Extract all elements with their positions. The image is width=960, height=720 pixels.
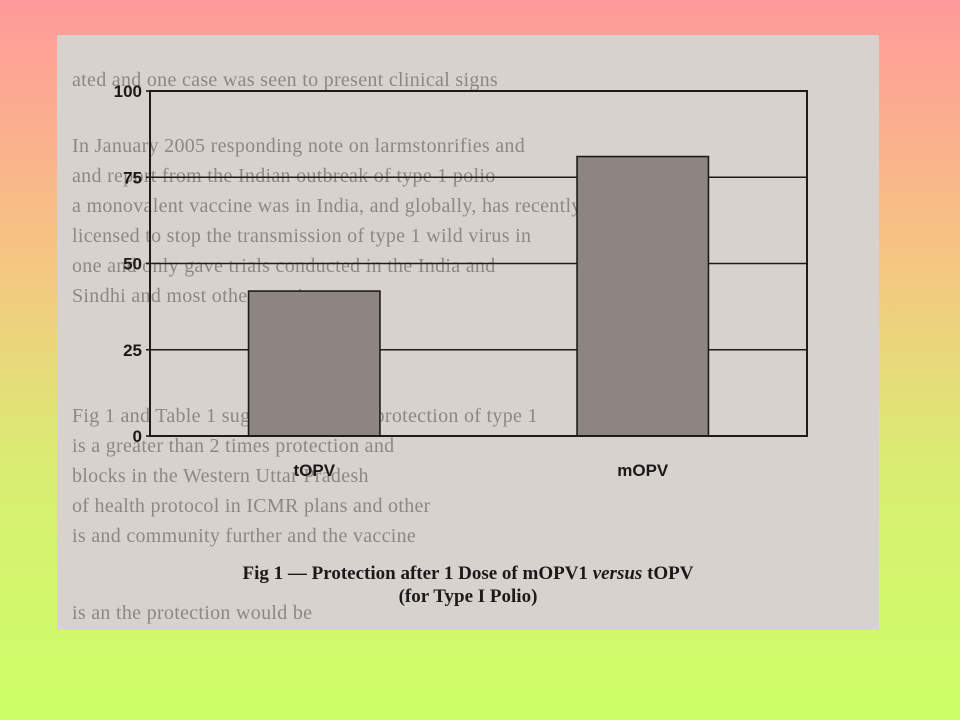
scanned-figure: ated and one case was seen to present cl…	[57, 35, 879, 630]
y-tick-label: 100	[114, 82, 142, 101]
bar-chart: 0 25 50 75 100 tOPV mOPV	[114, 82, 808, 480]
figure-caption: Fig 1 — Protection after 1 Dose of mOPV1…	[57, 562, 879, 608]
caption-line-1: Fig 1 — Protection after 1 Dose of mOPV1…	[57, 562, 879, 585]
caption-line-2: (for Type I Polio)	[398, 586, 538, 607]
x-tick-label: mOPV	[617, 461, 669, 480]
x-tick-label: tOPV	[293, 461, 335, 480]
y-tick-label: 75	[123, 168, 142, 187]
y-tick-label: 25	[123, 341, 142, 360]
bar-mOPV	[576, 155, 710, 437]
caption-text: tOPV	[642, 563, 694, 584]
y-tick-label: 50	[123, 255, 142, 274]
y-tick-label: 0	[133, 427, 142, 446]
caption-text: Fig 1 — Protection after 1 Dose of mOPV1	[242, 563, 593, 584]
caption-italic-text: versus	[592, 563, 643, 584]
bar-tOPV	[247, 290, 381, 437]
